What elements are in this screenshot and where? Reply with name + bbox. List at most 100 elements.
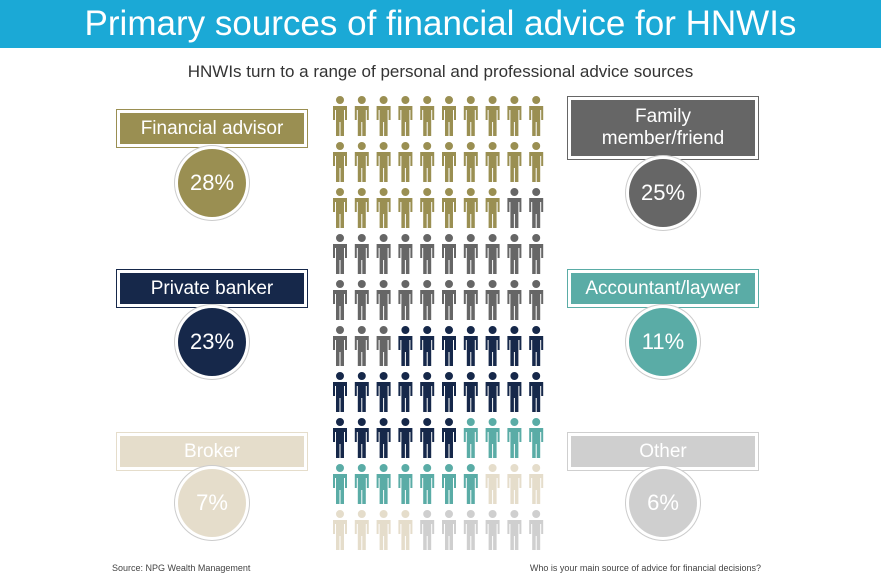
person-icon <box>463 372 478 412</box>
person-icon <box>442 142 456 182</box>
person-icon <box>507 326 522 366</box>
person-icon <box>354 510 369 550</box>
value-circle: 25% <box>629 159 697 227</box>
person-icon <box>529 326 544 366</box>
label-frame <box>116 109 308 148</box>
person-icon <box>507 418 522 458</box>
person-icon <box>507 280 522 320</box>
person-icon <box>463 142 478 182</box>
person-icon <box>398 280 413 320</box>
category-label: Other <box>571 436 755 467</box>
person-icon <box>507 464 522 504</box>
person-icon <box>529 234 544 274</box>
person-icon <box>529 510 544 550</box>
person-icon <box>442 188 456 228</box>
person-icon <box>376 234 391 274</box>
person-icon <box>442 510 456 550</box>
person-icon <box>354 280 369 320</box>
person-icon <box>354 142 369 182</box>
person-icon <box>507 142 522 182</box>
label-frame <box>116 269 308 308</box>
person-icon <box>333 464 347 504</box>
person-icon <box>463 234 478 274</box>
person-icon <box>442 234 456 274</box>
person-icon <box>529 464 544 504</box>
person-icon <box>485 188 500 228</box>
person-icon <box>420 96 435 136</box>
person-icon <box>463 280 478 320</box>
person-icon <box>485 372 500 412</box>
person-icon <box>485 142 500 182</box>
person-icon <box>333 326 347 366</box>
person-icon <box>507 96 522 136</box>
person-icon <box>442 280 456 320</box>
source: Source: NPG Wealth Management <box>112 563 251 573</box>
person-icon <box>529 372 544 412</box>
person-icon <box>354 326 369 366</box>
person-icon <box>376 326 391 366</box>
person-icon <box>529 188 544 228</box>
person-icon <box>442 464 456 504</box>
person-icon <box>333 234 347 274</box>
person-icon <box>420 418 435 458</box>
value-circle: 11% <box>629 308 697 376</box>
label-frame <box>567 269 759 308</box>
person-icon <box>376 96 391 136</box>
person-icon <box>507 510 522 550</box>
subtitle: HNWIs turn to a range of personal and pr… <box>187 62 694 81</box>
person-icon <box>463 188 478 228</box>
person-icon <box>529 418 544 458</box>
person-icon <box>354 372 369 412</box>
person-icon <box>376 464 391 504</box>
person-icon <box>442 418 456 458</box>
category-label: Family member/friend <box>571 100 755 156</box>
person-icon <box>398 326 413 366</box>
person-icon <box>420 510 435 550</box>
person-icon <box>463 464 478 504</box>
person-icon <box>333 510 347 550</box>
person-icon <box>398 510 413 550</box>
person-icon <box>442 326 456 366</box>
person-icon <box>398 142 413 182</box>
person-icon <box>398 464 413 504</box>
category-label: Private banker <box>120 273 304 304</box>
value-circle: 6% <box>629 469 697 537</box>
person-icon <box>420 280 435 320</box>
title: Primary sources of financial advice for … <box>0 0 881 48</box>
person-icon <box>376 188 391 228</box>
person-icon <box>485 280 500 320</box>
person-icon <box>376 372 391 412</box>
person-icon <box>420 188 435 228</box>
person-icon <box>398 96 413 136</box>
person-icon <box>398 234 413 274</box>
person-icon <box>420 142 435 182</box>
person-icon <box>354 234 369 274</box>
person-icon <box>485 510 500 550</box>
value-circle: 28% <box>178 149 246 217</box>
person-icon <box>354 418 369 458</box>
person-icon <box>354 96 369 136</box>
person-icon <box>398 372 413 412</box>
person-icon <box>354 464 369 504</box>
person-icon <box>529 280 544 320</box>
person-icon <box>529 96 544 136</box>
person-icon <box>420 372 435 412</box>
person-icon <box>442 96 456 136</box>
person-icon <box>485 464 500 504</box>
person-icon <box>442 372 456 412</box>
person-icon <box>398 188 413 228</box>
person-icon <box>376 280 391 320</box>
person-icon <box>333 142 347 182</box>
person-icon <box>420 464 435 504</box>
person-icon <box>485 418 500 458</box>
person-icon <box>333 372 347 412</box>
person-icon <box>333 280 347 320</box>
value-circle: 23% <box>178 308 246 376</box>
person-icon <box>463 96 478 136</box>
person-icon <box>507 234 522 274</box>
person-icon <box>333 188 347 228</box>
value-circle: 7% <box>178 469 246 537</box>
person-icon <box>463 326 478 366</box>
